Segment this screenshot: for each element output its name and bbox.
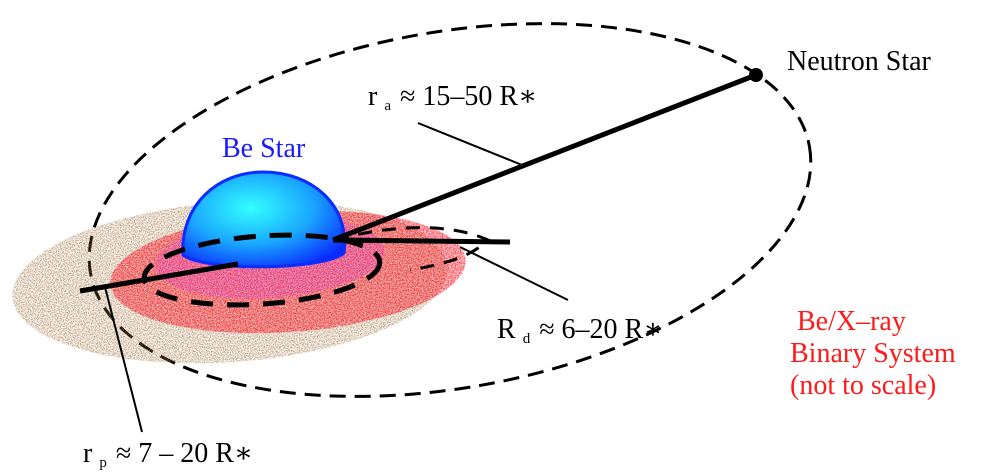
ra-value: ≈ 15–50 R∗: [400, 81, 537, 112]
rd-value: ≈ 6–20 R∗: [539, 314, 662, 345]
periastron-radius-line: [79, 261, 239, 294]
system-label-line-3: (not to scale): [790, 370, 936, 401]
ra-label: r a ≈ 15–50 R∗: [368, 81, 537, 117]
system-label-line-1: Be/X–ray: [797, 306, 906, 337]
ra-subscript: a: [384, 98, 391, 114]
system-label-line-2: Binary System: [790, 338, 956, 369]
ra-leader-line: [417, 122, 523, 166]
rp-symbol: r: [83, 438, 93, 469]
disk-rim-outer-arc: [334, 226, 491, 272]
rp-label: r p ≈ 7 – 20 R∗: [83, 438, 253, 474]
disk-radius-line: [332, 237, 511, 245]
rp-leader-line: [104, 286, 143, 433]
be-star: [181, 170, 347, 269]
rd-symbol: R: [497, 314, 516, 345]
rp-subscript: p: [99, 455, 107, 471]
rd-label: R d ≈ 6–20 R∗: [497, 314, 662, 350]
neutron-star-label: Neutron Star: [787, 46, 932, 77]
ra-symbol: r: [368, 81, 378, 112]
be-star-label: Be Star: [222, 133, 306, 164]
apastron-radius-line: [332, 72, 757, 243]
rd-subscript: d: [523, 331, 531, 347]
rd-leader-line: [459, 246, 569, 301]
rp-value: ≈ 7 – 20 R∗: [116, 438, 253, 469]
neutron-star: [749, 68, 763, 82]
